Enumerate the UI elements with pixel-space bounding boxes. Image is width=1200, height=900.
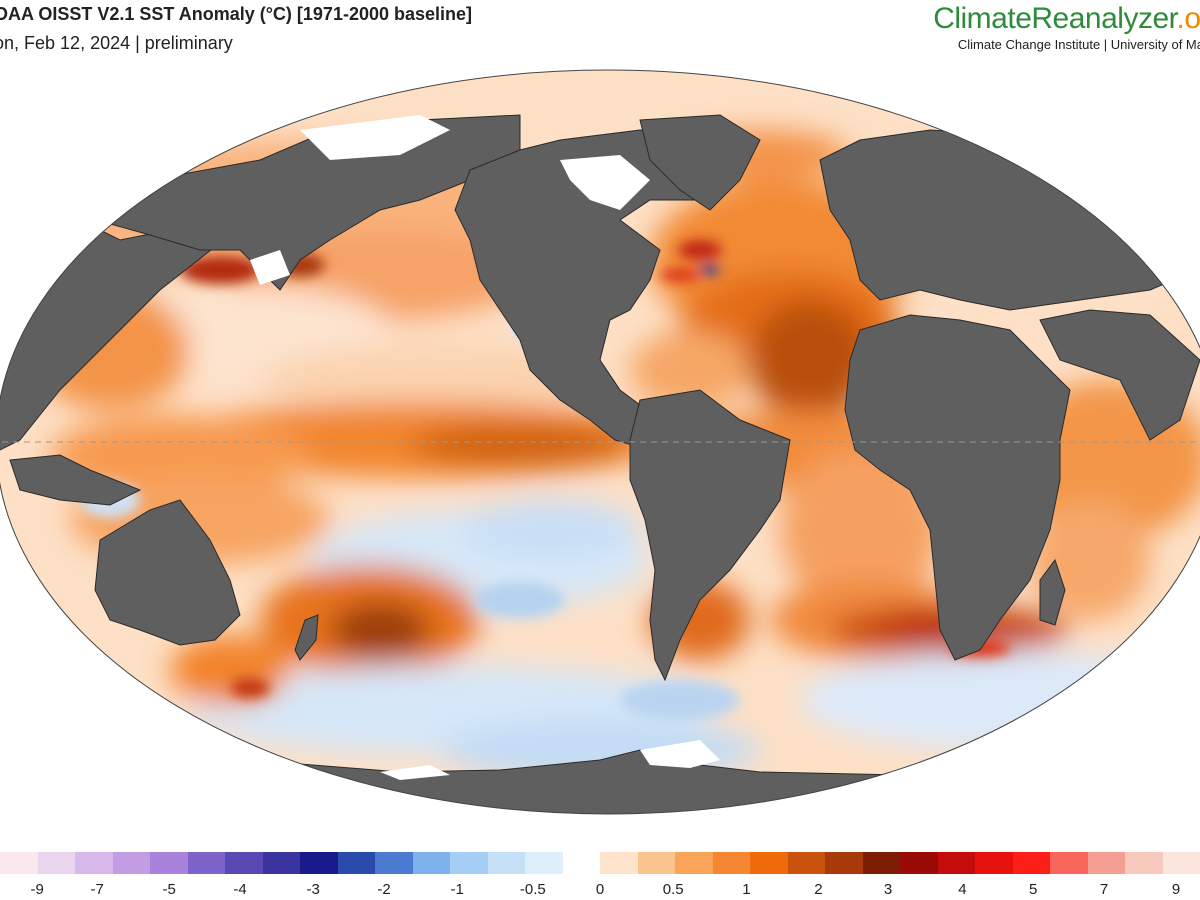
colorbar-tick-label: 7 [1099,881,1109,898]
colorbar-tick-label: 1 [742,881,751,898]
colorbar-tick-label: 2 [814,881,823,898]
colorbar-swatch [562,852,600,874]
colorbar-swatch [712,852,750,874]
colorbar-swatch [1162,852,1200,874]
colorbar-swatch [787,852,825,874]
colorbar-swatch [825,852,863,874]
colorbar-swatch [112,852,150,874]
brand-text-climate: Climate [933,2,1032,35]
colorbar-tick-label: 3 [883,881,893,898]
colorbar-tick-label: 0.5 [662,881,684,898]
colorbar-swatch [0,852,38,874]
colorbar-swatch [150,852,188,874]
sea-ice [250,115,720,780]
map-title: OAA OISST V2.1 SST Anomaly (°C) [1971-20… [0,4,473,24]
colorbar-tick-label: 0 [595,881,605,898]
colorbar-swatch [487,852,525,874]
colorbar-tick-label: -9 [30,881,44,898]
colorbar-swatch [975,852,1013,874]
colorbar-swatch [375,852,413,874]
colorbar-swatch [75,852,113,874]
colorbar-tick-label: -0.5 [519,881,546,898]
colorbar-swatch [600,852,638,874]
colorbar-swatch [675,852,713,874]
colorbar-tick-label: -1 [450,881,464,898]
brand-logo[interactable]: ClimateReanalyzer.or [933,2,1200,36]
colorbar-legend: -9 -7 -5 -4 -3 -2 -1 -0.5 0 0.5 1 2 3 4 5 7 9 [0,850,1200,900]
colorbar-swatch [750,852,788,874]
colorbar-swatch [1125,852,1163,874]
colorbar-swatch [637,852,675,874]
colorbar-tick-label: -3 [306,881,320,898]
colorbar-tick-label: 9 [1171,881,1181,898]
colorbar-tick-label: -7 [90,881,104,898]
colorbar-swatch [412,852,450,874]
globe-outline [0,69,1200,815]
colorbar-tick-label: 5 [1029,881,1038,898]
colorbar-swatch [1012,852,1050,874]
colorbar-tick-label: 4 [958,881,967,898]
colorbar-swatch [1087,852,1125,874]
colorbar-tick-label: -2 [377,881,391,898]
colorbar-swatch [187,852,225,874]
globe-content [0,70,1200,814]
colorbar-swatch [1050,852,1088,874]
colorbar-swatch [450,852,488,874]
colorbar-tick-label: -4 [233,881,247,898]
colorbar-swatch [525,852,563,874]
colorbar-swatch [262,852,300,874]
brand-affiliation: Climate Change Institute | University of… [957,37,1200,52]
sst-anomaly-map [0,69,1200,815]
brand-text-tld: .or [1176,2,1200,35]
brand-text-reanalyzer: Reanalyzer [1031,2,1177,35]
colorbar-swatch [337,852,375,874]
colorbar-tick-label: -5 [162,881,176,898]
colorbar-swatch [900,852,938,874]
colorbar-swatch [225,852,263,874]
colorbar-swatch [937,852,975,874]
map-subtitle: on, Feb 12, 2024 | preliminary [0,33,233,53]
colorbar-swatch [862,852,900,874]
colorbar-swatch [37,852,75,874]
colorbar-swatch [300,852,338,874]
colorbar [0,852,1200,874]
